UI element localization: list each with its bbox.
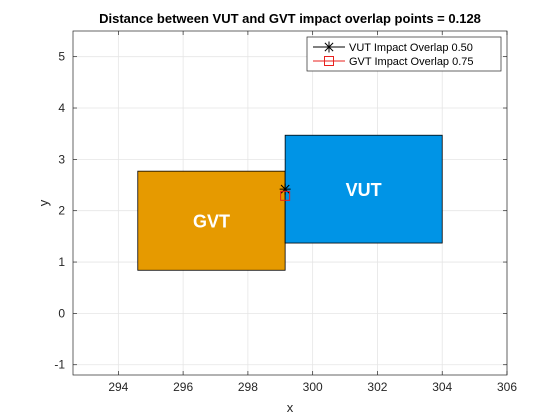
overlap-rectangles: GVT VUT [137, 134, 443, 271]
legend-entry-label: VUT Impact Overlap 0.50 [349, 42, 473, 54]
x-tick-label: 296 [173, 380, 193, 394]
vut-rectangle [284, 134, 443, 244]
y-axis-label: y [36, 199, 51, 206]
legend-box [306, 36, 502, 72]
x-tick-label: 298 [238, 380, 258, 394]
x-tick-label: 302 [367, 380, 387, 394]
y-tick-label: -1 [54, 358, 65, 372]
y-tick-label: 1 [58, 255, 65, 269]
y-tick-label: 2 [58, 204, 65, 218]
y-tick-label: 5 [58, 50, 65, 64]
gvt-rectangle [137, 170, 286, 271]
square-marker-shape [280, 190, 291, 201]
x-axis-label: x [287, 400, 294, 415]
y-tick-label: 4 [58, 101, 65, 115]
series-1-point [280, 190, 291, 201]
legend-marker [323, 41, 335, 53]
legend-entry-label: GVT Impact Overlap 0.75 [349, 56, 474, 68]
legend-marker [324, 56, 334, 66]
gvt-rectangle-label: GVT [193, 212, 230, 232]
y-tick-label: 3 [58, 152, 65, 166]
x-tick-label: 306 [497, 380, 517, 394]
series-0-point [279, 183, 291, 195]
x-tick-label: 304 [432, 380, 452, 394]
square-marker-shape [324, 56, 334, 66]
axis-ticks: 294 296 298 300 302 304 306 -1 0 1 2 3 4 5 [54, 31, 517, 394]
chart-title: Distance between VUT and GVT impact over… [99, 11, 481, 26]
x-tick-label: 300 [303, 380, 323, 394]
axes-box [72, 30, 508, 376]
data-markers [279, 183, 291, 201]
legend: VUT Impact Overlap 0.50 GVT Impact Overla… [306, 36, 502, 72]
vut-rectangle-label: VUT [346, 180, 382, 200]
x-tick-label: 294 [108, 380, 128, 394]
asterisk-stroke [280, 184, 290, 194]
asterisk-stroke [324, 42, 334, 52]
y-tick-label: 0 [58, 306, 65, 320]
